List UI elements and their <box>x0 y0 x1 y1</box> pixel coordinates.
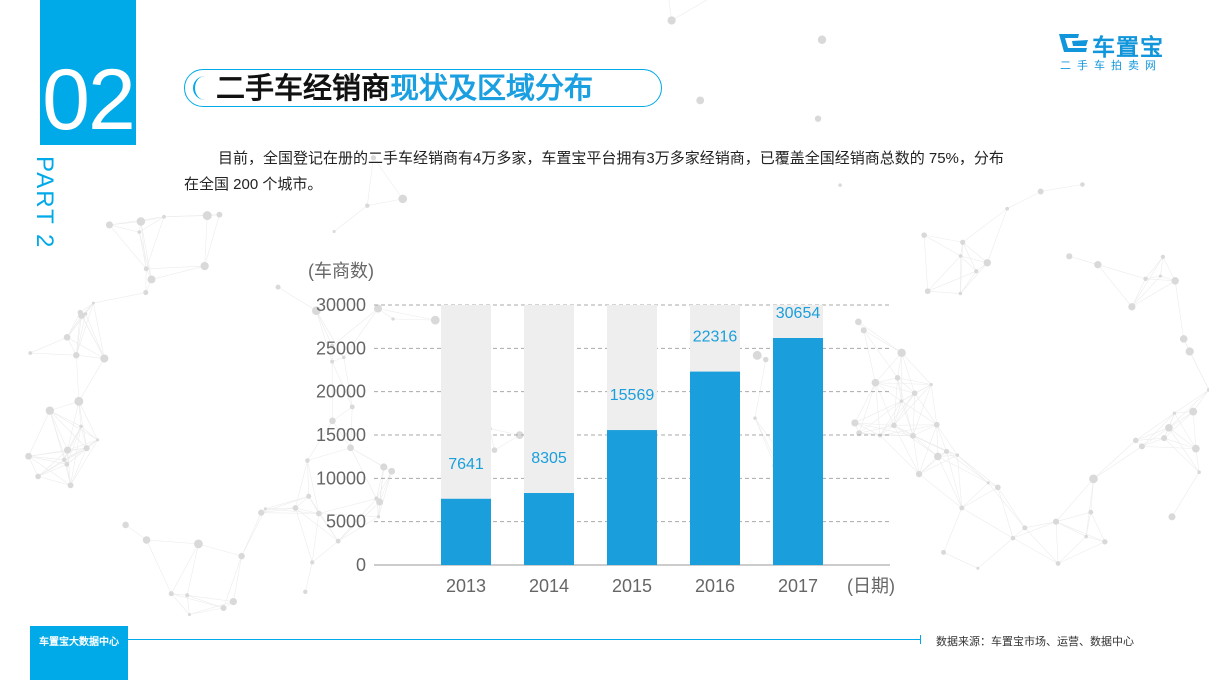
y-axis-label: (车商数) <box>308 261 374 281</box>
title-pill <box>184 69 662 107</box>
dealer-count-bar-chart: 0 5000 10000 15000 20000 25000 30000 2013 2014 2… <box>308 261 895 596</box>
footer-divider <box>128 639 920 640</box>
value-label: 15569 <box>610 387 655 404</box>
y-tick-label: 30000 <box>316 295 366 315</box>
value-label: 7641 <box>448 456 484 473</box>
intro-paragraph: 目前，全国登记在册的二手车经销商有4万多家，车置宝平台拥有3万多家经销商，已覆盖… <box>184 150 1004 193</box>
x-tick-label: 2017 <box>778 576 818 596</box>
logo-subtitle: 二手车拍卖网 <box>1060 60 1162 72</box>
value-label: 30654 <box>776 305 821 322</box>
bar-2015 <box>607 430 657 565</box>
bar-2017 <box>773 338 823 565</box>
y-tick-label: 25000 <box>316 338 366 358</box>
section-number: 02 <box>42 52 136 148</box>
x-tick-label: 2013 <box>446 576 486 596</box>
x-axis-label: (日期) <box>847 576 895 596</box>
value-label: 22316 <box>693 329 738 346</box>
x-tick-label: 2015 <box>612 576 652 596</box>
footer-tag-text: 车置宝大数据中心 <box>39 637 119 648</box>
y-tick-label: 20000 <box>316 382 366 402</box>
y-tick-label: 5000 <box>326 512 366 532</box>
x-tick-label: 2016 <box>695 576 735 596</box>
section-ribbon <box>40 0 136 145</box>
bar-2013 <box>441 498 491 565</box>
value-label: 8305 <box>531 450 567 467</box>
bar-2014 <box>524 493 574 565</box>
x-tick-label: 2014 <box>529 576 569 596</box>
title-main: 二手车经销商 <box>216 73 391 105</box>
data-source: 数据来源：车置宝市场、运营、数据中心 <box>936 636 1134 648</box>
footer-tag <box>30 626 128 680</box>
car-logo-icon <box>1059 34 1088 52</box>
title-accent: 现状及区域分布 <box>390 73 594 105</box>
page-title: 二手车经销商现状及区域分布 <box>216 70 593 108</box>
y-tick-label: 10000 <box>316 468 366 488</box>
part-label: PART 2 <box>31 156 58 250</box>
logo-name: 车置宝 <box>1092 34 1164 60</box>
y-tick-label: 0 <box>356 555 366 575</box>
bar-2016 <box>690 371 740 565</box>
footer-divider-end <box>920 635 921 644</box>
y-tick-label: 15000 <box>316 425 366 445</box>
